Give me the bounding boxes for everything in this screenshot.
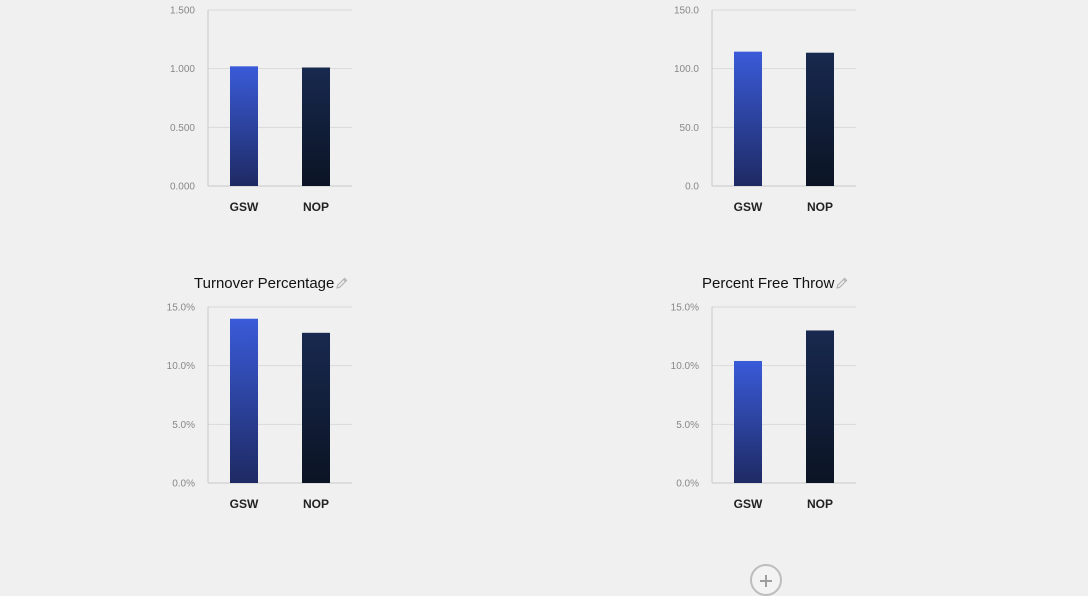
y-tick-label: 15.0% [671, 303, 699, 314]
bar-nop[interactable] [302, 67, 330, 186]
plus-icon-stem [765, 575, 767, 587]
x-category-label: GSW [734, 497, 763, 511]
chart-title-4: Percent Free Throw [702, 272, 834, 296]
bar-gsw[interactable] [734, 360, 762, 483]
y-tick-label: 1.500 [170, 6, 195, 17]
y-tick-label: 0.000 [170, 182, 195, 193]
bar-nop[interactable] [302, 332, 330, 483]
x-category-label: GSW [230, 200, 259, 214]
x-category-label: NOP [303, 497, 329, 511]
y-tick-label: 50.0 [680, 123, 700, 134]
y-tick-label: 10.0% [167, 361, 195, 372]
chart-title-text: Turnover Percentage [194, 275, 335, 292]
y-tick-label: 0.0 [685, 182, 699, 193]
y-tick-label: 15.0% [167, 303, 195, 314]
x-category-label: GSW [230, 497, 259, 511]
pencil-icon[interactable] [335, 276, 351, 292]
y-tick-label: 0.0% [676, 479, 699, 490]
y-tick-label: 100.0 [674, 64, 699, 75]
y-tick-label: 1.000 [170, 64, 195, 75]
chart-title-3: Turnover Percentage [194, 272, 334, 296]
bar-gsw[interactable] [734, 51, 762, 186]
y-tick-label: 10.0% [671, 361, 699, 372]
bar-nop[interactable] [806, 330, 834, 483]
y-tick-label: 150.0 [674, 6, 699, 17]
bar-gsw[interactable] [230, 66, 258, 186]
add-chart-button[interactable] [750, 564, 782, 596]
y-tick-label: 0.0% [172, 479, 195, 490]
x-category-label: NOP [807, 200, 833, 214]
chart-title-text: Percent Free Throw [702, 275, 835, 292]
bar-chart-3: 0.0% 5.0% 10.0% 15.0% GSW NOP [167, 303, 352, 511]
bar-gsw[interactable] [230, 318, 258, 483]
bar-chart-4: 0.0% 5.0% 10.0% 15.0% GSW NOP [671, 303, 856, 511]
y-tick-label: 5.0% [676, 420, 699, 431]
pencil-icon[interactable] [835, 276, 851, 292]
bar-nop[interactable] [806, 52, 834, 186]
y-tick-label: 5.0% [172, 420, 195, 431]
bar-chart-1: 0.000 0.500 1.000 1.500 GSW NOP [170, 6, 352, 214]
x-category-label: NOP [807, 497, 833, 511]
x-category-label: NOP [303, 200, 329, 214]
bar-chart-2: 0.0 50.0 100.0 150.0 GSW NOP [674, 6, 856, 214]
x-category-label: GSW [734, 200, 763, 214]
y-tick-label: 0.500 [170, 123, 195, 134]
